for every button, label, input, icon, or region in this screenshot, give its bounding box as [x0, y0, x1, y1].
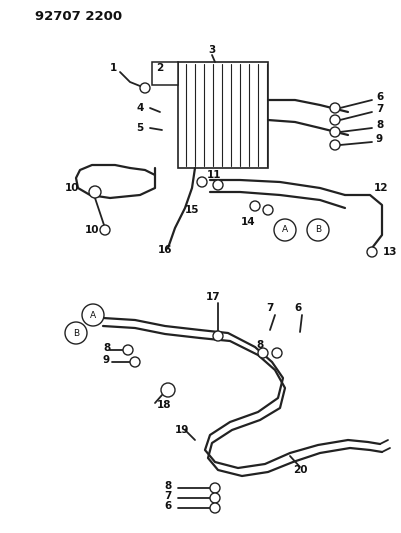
Text: 6: 6 [294, 303, 301, 313]
Circle shape [209, 503, 219, 513]
Circle shape [329, 127, 339, 137]
Circle shape [257, 348, 267, 358]
Circle shape [213, 331, 223, 341]
Circle shape [196, 177, 207, 187]
Text: 3: 3 [208, 45, 215, 55]
Text: 8: 8 [255, 340, 263, 350]
Text: 20: 20 [292, 465, 306, 475]
Circle shape [82, 304, 104, 326]
Circle shape [140, 83, 150, 93]
Text: 5: 5 [136, 123, 143, 133]
Text: 8: 8 [103, 343, 110, 353]
Circle shape [160, 383, 174, 397]
Circle shape [89, 186, 101, 198]
Text: 10: 10 [65, 183, 79, 193]
Bar [152, 62, 178, 85]
Text: 14: 14 [240, 217, 255, 227]
Text: 10: 10 [85, 225, 99, 235]
Text: 18: 18 [157, 400, 171, 410]
Text: 12: 12 [373, 183, 387, 193]
Text: 17: 17 [205, 292, 220, 302]
Text: 8: 8 [375, 120, 382, 130]
Text: 11: 11 [206, 170, 221, 180]
Circle shape [273, 219, 295, 241]
Text: 8: 8 [164, 481, 172, 491]
Text: 9: 9 [375, 134, 382, 144]
Text: 2: 2 [156, 63, 163, 73]
Circle shape [209, 483, 219, 493]
Text: A: A [90, 311, 96, 319]
Circle shape [329, 140, 339, 150]
Text: 6: 6 [375, 92, 382, 102]
Text: B: B [314, 225, 320, 235]
Text: A: A [281, 225, 288, 235]
Text: 1: 1 [109, 63, 116, 73]
Bar [178, 62, 267, 168]
Text: 13: 13 [382, 247, 397, 257]
Text: 16: 16 [157, 245, 172, 255]
Circle shape [271, 348, 281, 358]
Circle shape [306, 219, 328, 241]
Circle shape [65, 322, 87, 344]
Text: 7: 7 [164, 491, 172, 501]
Circle shape [329, 103, 339, 113]
Circle shape [213, 180, 223, 190]
Circle shape [329, 115, 339, 125]
Circle shape [249, 201, 259, 211]
Text: 7: 7 [265, 303, 273, 313]
Circle shape [130, 357, 140, 367]
Circle shape [366, 247, 376, 257]
Text: 92707 2200: 92707 2200 [35, 11, 122, 23]
Circle shape [100, 225, 110, 235]
Text: 4: 4 [136, 103, 143, 113]
Text: 15: 15 [184, 205, 199, 215]
Text: 9: 9 [103, 355, 110, 365]
Circle shape [209, 493, 219, 503]
Text: 6: 6 [164, 501, 172, 511]
Text: 7: 7 [375, 104, 383, 114]
Text: 19: 19 [174, 425, 189, 435]
Circle shape [262, 205, 272, 215]
Text: B: B [73, 328, 79, 337]
Circle shape [123, 345, 133, 355]
